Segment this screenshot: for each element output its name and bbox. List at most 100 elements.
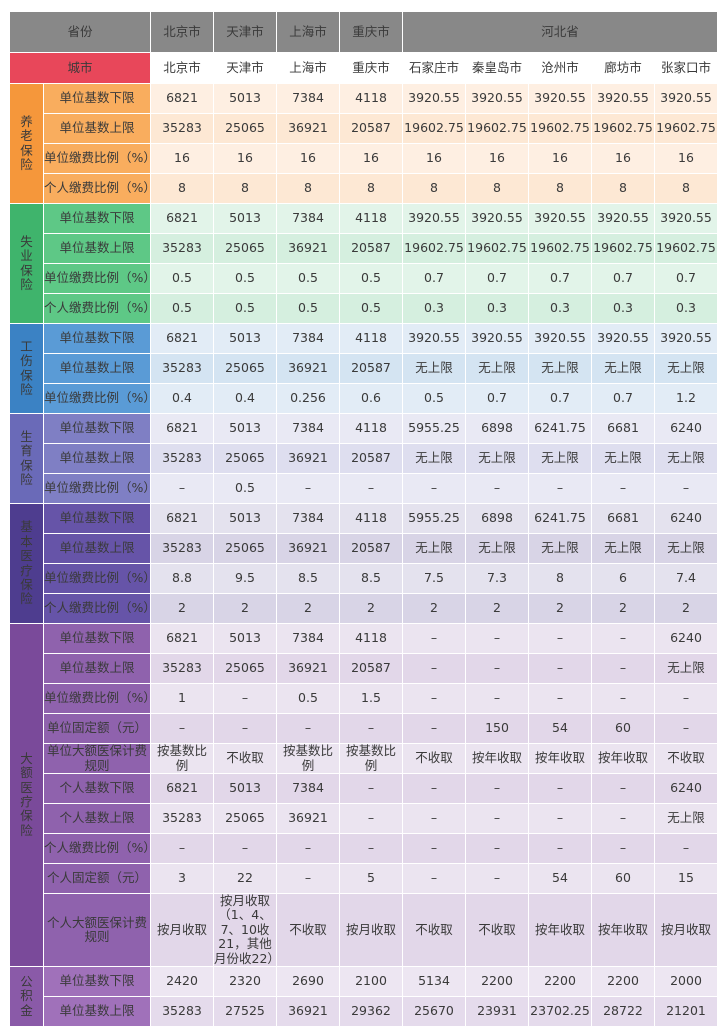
value-cell: 0.7 bbox=[654, 263, 718, 294]
value-cell: 35283 bbox=[150, 653, 214, 684]
value-cell: 35283 bbox=[150, 443, 214, 474]
row-pension-1: 单位基数上限 35283 25065 36921 20587 19602.75 19602.… bbox=[10, 113, 718, 144]
value-cell: 20587 bbox=[339, 443, 403, 474]
row-unemployment-1: 单位基数上限 35283 25065 36921 20587 19602.75 19602.… bbox=[10, 233, 718, 264]
value-cell: 不收取 bbox=[402, 743, 466, 774]
value-cell: – bbox=[591, 833, 655, 864]
value-cell: – bbox=[213, 833, 277, 864]
value-cell: 2 bbox=[528, 593, 592, 624]
row-label: 单位固定额（元） bbox=[43, 713, 151, 744]
value-cell: 7.3 bbox=[465, 563, 529, 594]
value-cell: 无上限 bbox=[465, 443, 529, 474]
category-label: 生育保险 bbox=[20, 428, 33, 487]
row-maternity-2: 单位缴费比例（%） –0.5– – – – – – – bbox=[10, 473, 718, 504]
value-cell: – bbox=[402, 713, 466, 744]
value-cell: – bbox=[591, 623, 655, 654]
value-cell: 19602.75 bbox=[654, 233, 718, 264]
category-major-medical: 大额医疗保险 bbox=[9, 623, 44, 967]
row-major-medical-0: 大额医疗保险 单位基数下限 6821 5013 7384 4118– – – –6240 bbox=[9, 623, 718, 967]
row-maternity-1: 单位基数上限 35283 25065 36921 20587 无上限 无上限 无上限 无上限 无上… bbox=[10, 443, 718, 474]
row-medical-3: 个人缴费比例（%） 2 2 2 2 2 2 2 2 2 bbox=[10, 593, 718, 624]
row-label: 单位基数下限 bbox=[43, 413, 151, 444]
row-label: 单位缴费比例（%） bbox=[43, 683, 151, 714]
province-header-row: 省份 北京市 天津市 上海市 重庆市 河北省 bbox=[9, 11, 718, 53]
value-cell: – bbox=[528, 803, 592, 834]
value-cell: 无上限 bbox=[465, 353, 529, 384]
value-cell: 16 bbox=[528, 143, 592, 174]
value-cell: 19602.75 bbox=[591, 233, 655, 264]
value-cell: 16 bbox=[276, 143, 340, 174]
value-cell: 3920.55 bbox=[591, 83, 655, 114]
value-cell: 6 bbox=[591, 563, 655, 594]
value-cell: 2 bbox=[402, 593, 466, 624]
value-cell: 5 bbox=[339, 863, 403, 894]
value-cell: 0.256 bbox=[276, 383, 340, 414]
value-cell: 36921 bbox=[276, 233, 340, 264]
value-cell: 8 bbox=[339, 173, 403, 204]
value-cell: – bbox=[591, 803, 655, 834]
category-label: 基本医疗保险 bbox=[20, 519, 33, 607]
row-major-medical-6: 个人基数上限 35283 25065 36921– – – – – 无上限 bbox=[10, 803, 718, 834]
value-cell: 无上限 bbox=[402, 353, 466, 384]
value-cell: 35283 bbox=[150, 995, 214, 1027]
value-cell: 无上限 bbox=[654, 533, 718, 564]
value-cell: 3920.55 bbox=[465, 203, 529, 234]
value-cell: – bbox=[465, 863, 529, 894]
value-cell: 5013 bbox=[213, 503, 277, 534]
province-hebei: 河北省 bbox=[402, 11, 718, 53]
value-cell: 无上限 bbox=[654, 443, 718, 474]
value-cell: 60 bbox=[591, 863, 655, 894]
value-cell: 19602.75 bbox=[654, 113, 718, 144]
value-cell: 2200 bbox=[528, 965, 592, 997]
value-cell: – bbox=[339, 713, 403, 744]
value-cell: 无上限 bbox=[654, 803, 718, 834]
category-housing-fund: 公积金 bbox=[9, 965, 44, 1027]
value-cell: 7384 bbox=[276, 323, 340, 354]
value-cell: 0.3 bbox=[402, 293, 466, 324]
value-cell: 1.2 bbox=[654, 383, 718, 414]
value-cell: 不收取 bbox=[402, 893, 466, 967]
row-major-medical-2: 单位缴费比例（%） 1–0.5 1.5– – – – – bbox=[10, 683, 718, 714]
value-cell: 36921 bbox=[276, 113, 340, 144]
row-injury-1: 单位基数上限 35283 25065 36921 20587 无上限 无上限 无上限 无上限 无上… bbox=[10, 353, 718, 384]
value-cell: – bbox=[150, 713, 214, 744]
value-cell: 2 bbox=[465, 593, 529, 624]
value-cell: 0.7 bbox=[465, 263, 529, 294]
value-cell: 19602.75 bbox=[591, 113, 655, 144]
value-cell: – bbox=[213, 683, 277, 714]
value-cell: 16 bbox=[213, 143, 277, 174]
province-chongqing: 重庆市 bbox=[339, 11, 403, 53]
row-housing-fund-1: 单位基数上限 35283 27525 36921 29362 25670 23931 2370… bbox=[10, 995, 718, 1027]
value-cell: 按月收取 bbox=[339, 893, 403, 967]
row-medical-0: 基本医疗保险 单位基数下限 6821 5013 7384 4118 5955.25 6898 6… bbox=[9, 503, 718, 624]
row-major-medical-3: 单位固定额（元） – – – – –150 54 60– bbox=[10, 713, 718, 744]
value-cell: 20587 bbox=[339, 113, 403, 144]
value-cell: 6681 bbox=[591, 503, 655, 534]
value-cell: 无上限 bbox=[591, 443, 655, 474]
value-cell: – bbox=[339, 773, 403, 804]
value-cell: 0.5 bbox=[213, 263, 277, 294]
value-cell: 2420 bbox=[150, 965, 214, 997]
value-cell: 不收取 bbox=[465, 893, 529, 967]
value-cell: 36921 bbox=[276, 533, 340, 564]
value-cell: 0.3 bbox=[465, 293, 529, 324]
value-cell: 19602.75 bbox=[465, 233, 529, 264]
value-cell: 0.7 bbox=[465, 383, 529, 414]
value-cell: – bbox=[402, 623, 466, 654]
value-cell: – bbox=[465, 623, 529, 654]
value-cell: – bbox=[654, 683, 718, 714]
value-cell: 5013 bbox=[213, 323, 277, 354]
value-cell: 0.5 bbox=[339, 293, 403, 324]
value-cell: 7384 bbox=[276, 623, 340, 654]
value-cell: 0.5 bbox=[150, 293, 214, 324]
value-cell: – bbox=[591, 653, 655, 684]
value-cell: 0.5 bbox=[213, 293, 277, 324]
value-cell: 0.3 bbox=[528, 293, 592, 324]
row-label: 单位基数上限 bbox=[43, 995, 151, 1027]
value-cell: 0.6 bbox=[339, 383, 403, 414]
value-cell: 按年收取 bbox=[591, 893, 655, 967]
value-cell: 6241.75 bbox=[528, 413, 592, 444]
value-cell: 8 bbox=[528, 173, 592, 204]
value-cell: 2 bbox=[591, 593, 655, 624]
